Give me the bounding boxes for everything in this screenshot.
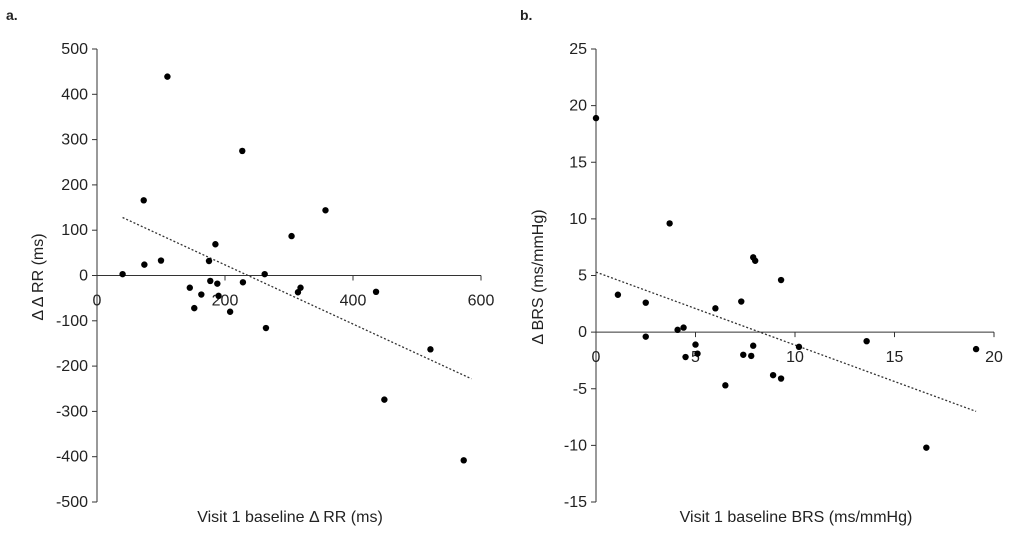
data-point bbox=[140, 197, 147, 204]
data-point bbox=[226, 308, 234, 315]
data-point bbox=[642, 333, 649, 340]
data-point bbox=[207, 277, 214, 285]
data-point bbox=[141, 261, 148, 268]
y-tick-label: 25 bbox=[569, 41, 587, 58]
data-point bbox=[198, 291, 205, 298]
data-point bbox=[239, 147, 246, 155]
panel-a-label: a. bbox=[6, 7, 18, 23]
data-point bbox=[186, 284, 193, 291]
panel-b-y-ticks: 25 20 15 10 5 0 -5 -10 -15 bbox=[564, 41, 596, 511]
data-point bbox=[769, 371, 777, 379]
y-tick-label: 20 bbox=[569, 98, 587, 115]
data-point bbox=[795, 343, 803, 351]
data-point bbox=[614, 291, 622, 298]
y-tick-label: 200 bbox=[61, 177, 88, 194]
data-point bbox=[322, 207, 329, 214]
x-tick-label: 600 bbox=[468, 293, 495, 310]
data-point bbox=[119, 270, 126, 278]
data-point bbox=[215, 292, 222, 300]
data-point bbox=[642, 299, 649, 306]
panel-a-points bbox=[119, 73, 467, 464]
data-point bbox=[972, 345, 980, 353]
y-tick-label: -5 bbox=[573, 381, 587, 398]
data-point bbox=[692, 341, 699, 348]
panel-a-x-ticks: 0 200 400 600 bbox=[93, 275, 495, 310]
panel-b-label: b. bbox=[520, 7, 532, 23]
panel-a-trendline bbox=[122, 216, 472, 380]
data-point bbox=[592, 114, 600, 122]
panel-a-x-axis-title: Visit 1 baseline Δ RR (ms) bbox=[197, 509, 383, 526]
data-point bbox=[923, 444, 930, 451]
data-point bbox=[164, 73, 171, 80]
y-tick-label: 0 bbox=[79, 268, 88, 285]
y-tick-label: 500 bbox=[61, 41, 88, 58]
data-point bbox=[372, 288, 380, 296]
scatter-panel-a: a. 5004003002001000-100-200-300-400-500 … bbox=[6, 7, 494, 526]
data-point bbox=[191, 304, 198, 312]
y-tick-label: -100 bbox=[56, 313, 88, 330]
data-point bbox=[239, 279, 247, 286]
x-tick-label: 10 bbox=[786, 349, 804, 366]
data-point bbox=[262, 324, 270, 332]
x-tick-label: 400 bbox=[340, 293, 367, 310]
panel-a-y-ticks: 500 400 300 200 100 0 -100 -200 -300 -400 -500 bbox=[56, 41, 97, 511]
y-tick-label: -15 bbox=[564, 494, 587, 511]
y-tick-label: 400 bbox=[61, 86, 88, 103]
y-tick-label: 300 bbox=[61, 132, 88, 149]
data-point bbox=[680, 324, 687, 331]
panel-a-y-axis-title: Δ Δ RR (ms) bbox=[30, 233, 47, 320]
data-point bbox=[738, 298, 745, 305]
data-point bbox=[694, 350, 701, 357]
data-point bbox=[863, 337, 870, 345]
data-point bbox=[674, 326, 681, 334]
data-point bbox=[288, 232, 295, 240]
y-tick-label: 0 bbox=[578, 324, 587, 341]
y-tick-label: -200 bbox=[56, 358, 88, 375]
data-point bbox=[157, 257, 165, 264]
panel-b-trendline bbox=[595, 271, 977, 413]
data-point bbox=[750, 342, 757, 349]
data-point bbox=[752, 257, 759, 264]
data-point bbox=[777, 375, 785, 382]
data-point bbox=[297, 284, 304, 291]
y-tick-label: 5 bbox=[578, 268, 587, 285]
data-point bbox=[212, 241, 219, 248]
data-point bbox=[381, 396, 388, 403]
y-tick-label: -10 bbox=[564, 437, 587, 454]
data-point bbox=[722, 382, 729, 389]
data-point bbox=[205, 257, 213, 265]
data-point bbox=[460, 457, 467, 464]
data-point bbox=[261, 270, 268, 278]
data-point bbox=[682, 353, 689, 361]
data-point bbox=[666, 220, 673, 227]
y-tick-label: 10 bbox=[569, 211, 587, 228]
x-tick-label: 5 bbox=[691, 349, 700, 366]
x-tick-label: 20 bbox=[985, 349, 1003, 366]
data-point bbox=[748, 352, 755, 360]
data-point bbox=[214, 280, 221, 287]
panel-b-points bbox=[592, 114, 980, 451]
y-tick-label: -500 bbox=[56, 494, 88, 511]
y-tick-label: -400 bbox=[56, 449, 88, 466]
panel-b-x-ticks: 0 5 10 15 20 bbox=[592, 332, 1003, 366]
scatter-panel-b: b. 25 20 15 10 5 0 -5 -10 -15 0 5 10 15 20 Visit 1 b… bbox=[520, 7, 1003, 526]
data-point bbox=[427, 346, 434, 353]
y-tick-label: 100 bbox=[61, 222, 88, 239]
data-point bbox=[712, 305, 719, 312]
y-tick-label: 15 bbox=[569, 154, 587, 171]
data-point bbox=[740, 351, 747, 358]
y-tick-label: -300 bbox=[56, 403, 88, 420]
x-tick-label: 0 bbox=[592, 349, 601, 366]
panel-b-x-axis-title: Visit 1 baseline BRS (ms/mmHg) bbox=[680, 509, 913, 526]
x-tick-label: 0 bbox=[93, 293, 102, 310]
x-tick-label: 15 bbox=[886, 349, 904, 366]
panel-b-y-axis-title: Δ BRS (ms/mmHg) bbox=[530, 209, 547, 344]
data-point bbox=[777, 276, 785, 284]
